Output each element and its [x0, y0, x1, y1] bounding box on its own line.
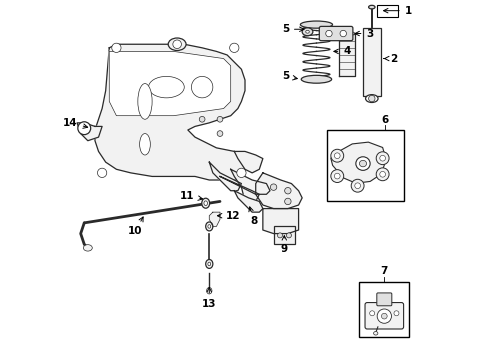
Circle shape: [98, 168, 107, 177]
Text: 12: 12: [218, 211, 240, 221]
Ellipse shape: [168, 38, 186, 50]
Circle shape: [340, 30, 346, 37]
Circle shape: [381, 313, 387, 319]
Bar: [273, 226, 295, 244]
Polygon shape: [256, 173, 302, 208]
Polygon shape: [209, 212, 220, 226]
Ellipse shape: [306, 30, 309, 33]
Ellipse shape: [206, 260, 213, 269]
Ellipse shape: [373, 332, 378, 335]
Circle shape: [334, 173, 340, 179]
Polygon shape: [231, 169, 270, 194]
Circle shape: [380, 156, 386, 161]
Ellipse shape: [83, 245, 92, 251]
Circle shape: [277, 233, 283, 238]
Ellipse shape: [300, 21, 333, 28]
Circle shape: [287, 233, 292, 238]
Circle shape: [199, 116, 205, 122]
Circle shape: [270, 184, 277, 190]
Text: 13: 13: [202, 288, 217, 309]
FancyBboxPatch shape: [319, 26, 353, 41]
Circle shape: [377, 309, 392, 323]
FancyBboxPatch shape: [365, 302, 404, 329]
Ellipse shape: [206, 222, 213, 231]
Text: 3: 3: [355, 28, 374, 39]
Circle shape: [394, 311, 399, 316]
Ellipse shape: [368, 5, 375, 9]
Text: 10: 10: [128, 217, 143, 237]
Circle shape: [331, 170, 343, 183]
Ellipse shape: [202, 198, 210, 208]
Text: 8: 8: [249, 207, 258, 226]
Text: 5: 5: [282, 24, 304, 34]
Circle shape: [326, 30, 332, 37]
Text: 6: 6: [381, 114, 389, 125]
Ellipse shape: [302, 28, 313, 36]
Text: 11: 11: [180, 191, 203, 201]
Circle shape: [217, 131, 223, 136]
Circle shape: [237, 168, 246, 177]
Polygon shape: [109, 51, 231, 116]
Ellipse shape: [366, 95, 378, 103]
Ellipse shape: [140, 134, 150, 155]
Circle shape: [355, 183, 361, 189]
Text: 7: 7: [381, 266, 388, 276]
Polygon shape: [77, 123, 102, 141]
Circle shape: [369, 311, 375, 316]
Circle shape: [230, 43, 239, 53]
Bar: [327, 130, 404, 202]
Text: 2: 2: [384, 54, 397, 64]
Circle shape: [376, 168, 389, 181]
Text: 4: 4: [334, 46, 351, 57]
Circle shape: [285, 188, 291, 194]
Circle shape: [380, 171, 386, 177]
Ellipse shape: [204, 201, 207, 206]
Ellipse shape: [360, 160, 367, 167]
Text: 1: 1: [384, 6, 412, 16]
Polygon shape: [331, 142, 386, 183]
Ellipse shape: [208, 225, 211, 228]
Ellipse shape: [356, 157, 370, 170]
Circle shape: [376, 152, 389, 165]
Circle shape: [217, 116, 223, 122]
Ellipse shape: [138, 84, 152, 119]
Ellipse shape: [339, 31, 355, 36]
Text: 9: 9: [281, 236, 288, 253]
Polygon shape: [220, 176, 259, 202]
Circle shape: [285, 198, 291, 204]
Text: 14: 14: [63, 118, 88, 128]
Circle shape: [334, 153, 340, 158]
Bar: [363, 28, 381, 96]
Polygon shape: [209, 162, 242, 191]
Ellipse shape: [192, 76, 213, 98]
Ellipse shape: [208, 262, 211, 266]
Polygon shape: [234, 152, 263, 173]
Circle shape: [368, 95, 375, 102]
FancyBboxPatch shape: [377, 293, 392, 306]
Circle shape: [78, 122, 91, 135]
Circle shape: [173, 40, 181, 49]
Circle shape: [112, 43, 121, 53]
Bar: [377, 5, 398, 17]
Polygon shape: [263, 208, 298, 234]
Ellipse shape: [148, 76, 184, 98]
Ellipse shape: [207, 288, 212, 294]
Polygon shape: [234, 191, 263, 212]
Bar: [359, 282, 409, 337]
Circle shape: [331, 149, 343, 162]
Polygon shape: [339, 33, 355, 76]
Circle shape: [351, 179, 364, 192]
Polygon shape: [95, 44, 245, 180]
Ellipse shape: [301, 75, 332, 83]
Text: 5: 5: [282, 71, 297, 81]
